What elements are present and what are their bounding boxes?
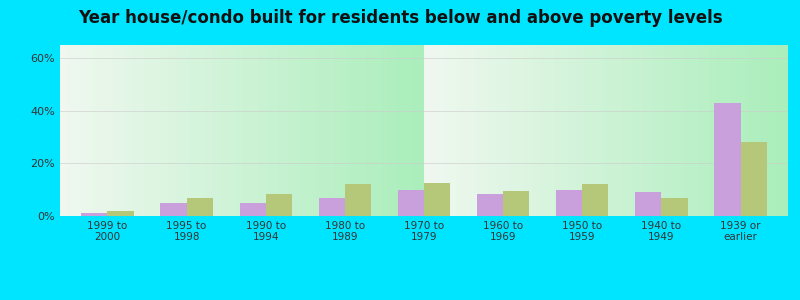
Bar: [424, 183, 450, 216]
Bar: [477, 194, 503, 216]
Text: Year house/condo built for residents below and above poverty levels: Year house/condo built for residents bel…: [78, 9, 722, 27]
Bar: [635, 192, 662, 216]
Bar: [161, 203, 186, 216]
Bar: [186, 198, 213, 216]
Bar: [556, 190, 582, 216]
Bar: [345, 184, 371, 216]
Bar: [266, 194, 292, 216]
Bar: [82, 213, 107, 216]
Bar: [741, 142, 766, 216]
Bar: [318, 198, 345, 216]
Bar: [240, 203, 266, 216]
Bar: [107, 211, 134, 216]
Bar: [662, 198, 687, 216]
Bar: [582, 184, 608, 216]
Bar: [714, 103, 741, 216]
Bar: [398, 190, 424, 216]
Bar: [503, 191, 530, 216]
